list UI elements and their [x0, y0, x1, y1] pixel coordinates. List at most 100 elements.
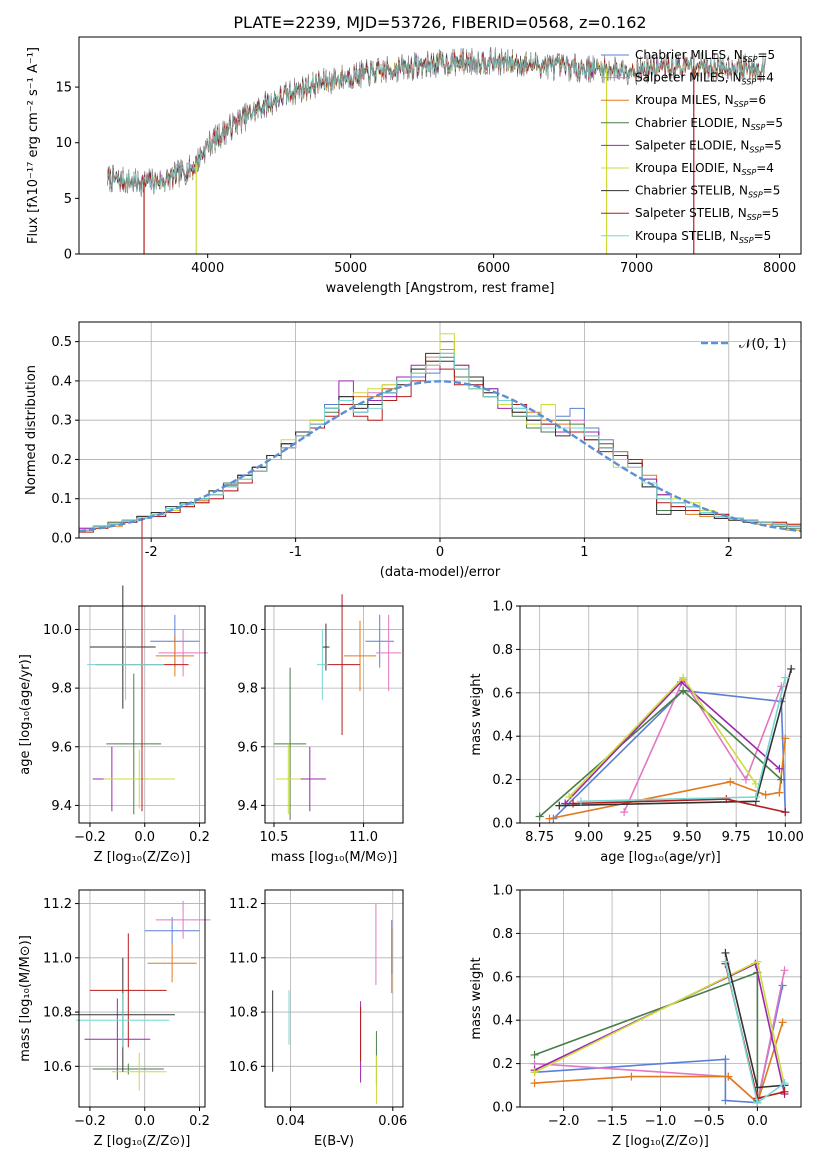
mass-weight-marker [781, 734, 790, 743]
residual-histograms [78, 333, 802, 538]
x-tick-label: −1.0 [645, 1114, 677, 1129]
mass-weight-line-salpeter_miles [534, 970, 786, 1105]
x-tick-label: 8.75 [525, 830, 554, 845]
y-tick-label: 9.6 [237, 740, 258, 755]
mass-weight-marker [530, 1050, 539, 1059]
y-tick-label: 0.6 [492, 970, 513, 985]
x-axis-label: Z [log₁₀(Z/Z⊙)] [94, 1134, 191, 1149]
x-axis-label: wavelength [Angstrom, rest frame] [326, 281, 555, 296]
spectrum-frame [78, 36, 802, 255]
x-tick-label: −0.2 [74, 1114, 106, 1129]
age_vs_mass-frame [264, 605, 404, 824]
mass_weight_vs_age-frame [519, 605, 802, 824]
y-tick-label: 9.8 [51, 682, 72, 697]
y-tick-label: 0.5 [51, 335, 72, 350]
histogram-kroupa_stelib [78, 352, 801, 538]
x-tick-label: −0.2 [74, 830, 106, 845]
y-tick-label: 11.2 [229, 897, 258, 912]
x-tick-label: 11.0 [349, 830, 378, 845]
mass-weight-line-salpeter_elodie [534, 962, 786, 1095]
y-tick-label: 9.6 [51, 740, 72, 755]
mass-weight-marker [777, 682, 786, 691]
y-tick-label: 0.0 [51, 532, 72, 547]
histogram-salpeter_stelib [78, 360, 801, 538]
y-tick-label: 9.4 [237, 799, 258, 814]
mass-weight-marker [555, 801, 564, 810]
legend-label: Chabrier STELIB, NSSP=5 [635, 184, 780, 200]
mass-weight-marker [777, 775, 786, 784]
mass-weight-marker [781, 673, 790, 682]
x-tick-label: 0.2 [189, 1114, 210, 1129]
mass-weight-marker [724, 1072, 733, 1081]
model-spectrum-kroupa_stelib [107, 51, 766, 193]
mass-weight-line-chabrier_stelib [559, 668, 792, 807]
mass_weight_vs_z-frame [519, 889, 802, 1108]
y-tick-label: 0.4 [51, 374, 72, 389]
mass_vs_z-frame [78, 889, 206, 1108]
age_vs_z-points [87, 518, 208, 815]
residuals-frame [78, 321, 802, 539]
mass-weight-marker [761, 790, 770, 799]
mass_weight_vs_z-axes: −2.0 −1.5 −1.0 −0.5 0.0 0.0 0.2 0.4 0.6 0.8 1.0 Z [… [469, 884, 801, 1149]
x-tick-label: 0.2 [189, 830, 210, 845]
mass-weight-marker [787, 664, 796, 673]
y-tick-label: 10 [55, 136, 72, 151]
mass-weight-marker [679, 686, 688, 695]
x-tick-label: 4000 [191, 261, 224, 276]
x-tick-label: 0.0 [134, 1114, 155, 1129]
y-tick-label: 0.4 [492, 1014, 513, 1029]
y-tick-label: 11.0 [43, 951, 72, 966]
normal-reference-curve [78, 380, 802, 533]
x-tick-label: 7000 [620, 261, 653, 276]
age_vs_z-axes: −0.2 0.0 0.2 9.4 9.6 9.8 10.0 Z [log₁₀(Z/Z⊙)] ag… [18, 606, 210, 865]
x-axis-label: mass [log₁₀(M/M⊙)] [271, 850, 398, 865]
mass-weight-marker [569, 799, 578, 808]
mass-weight-marker [620, 808, 629, 817]
mass-weight-marker [721, 948, 730, 957]
y-tick-label: 1.0 [492, 600, 513, 615]
x-tick-label: 5000 [334, 261, 367, 276]
x-tick-label: -1 [289, 545, 302, 560]
y-tick-label: 10.6 [229, 1060, 258, 1075]
mass-weight-marker [576, 797, 585, 806]
mass_weight_vs_age-lines [535, 664, 796, 823]
mass-weight-line-chabrier_miles [534, 985, 784, 1104]
x-tick-label: 1 [580, 545, 588, 560]
mass-weight-marker [726, 777, 735, 786]
y-tick-label: 10.8 [229, 1006, 258, 1021]
legend-label: 𝒩(0, 1) [739, 337, 786, 352]
x-axis-label: Z [log₁₀(Z/Z⊙)] [94, 850, 191, 865]
x-tick-label: 0.0 [747, 1114, 768, 1129]
spectrum-axes: 4000 5000 6000 7000 8000 0 5 10 15 wavelength [An… [26, 47, 796, 296]
y-tick-label: 0.1 [51, 492, 72, 507]
y-axis-label: Flux [fλ10⁻¹⁷ erg cm⁻² s⁻¹ A⁻¹] [26, 47, 41, 244]
legend-label: Salpeter ELODIE, NSSP=5 [635, 138, 782, 154]
x-tick-label: 2 [725, 545, 733, 560]
y-tick-label: 11.0 [229, 951, 258, 966]
legend-label: Chabrier ELODIE, NSSP=5 [635, 116, 783, 132]
y-tick-label: 0 [64, 248, 72, 263]
x-tick-label: 10.5 [259, 830, 288, 845]
spectrum-legend: Chabrier MILES, NSSP=5 Salpeter MILES, NS… [601, 48, 783, 245]
legend-label: Kroupa MILES, NSSP=6 [635, 93, 766, 109]
spectrum-lines [107, 46, 766, 254]
x-tick-label: 10.00 [767, 830, 804, 845]
y-tick-label: 9.4 [51, 799, 72, 814]
y-tick-label: 0.2 [492, 1057, 513, 1072]
y-axis-label: Normed distribution [24, 365, 39, 495]
mass-weight-marker [627, 1072, 636, 1081]
x-tick-label: 0.06 [378, 1114, 407, 1129]
x-tick-label: −2.0 [548, 1114, 580, 1129]
y-tick-label: 10.0 [43, 623, 72, 638]
mass_weight_vs_z-lines [530, 948, 789, 1107]
mass-weight-marker [751, 792, 760, 801]
y-tick-label: 10.0 [229, 623, 258, 638]
y-tick-label: 11.2 [43, 897, 72, 912]
x-tick-label: 9.75 [722, 830, 751, 845]
residuals-axes: -2 -1 0 1 2 0.0 0.1 0.2 0.3 0.4 0.5 (data-model)/er… [24, 322, 801, 580]
mass_vs_z-axes: −0.2 0.0 0.2 10.6 10.8 11.0 11.2 Z [log₁₀(Z/Z⊙)… [18, 890, 210, 1149]
mass-weight-marker [722, 795, 731, 804]
legend-label: Chabrier MILES, NSSP=5 [635, 48, 775, 64]
mass-weight-marker [721, 1096, 730, 1105]
y-tick-label: 9.8 [237, 682, 258, 697]
